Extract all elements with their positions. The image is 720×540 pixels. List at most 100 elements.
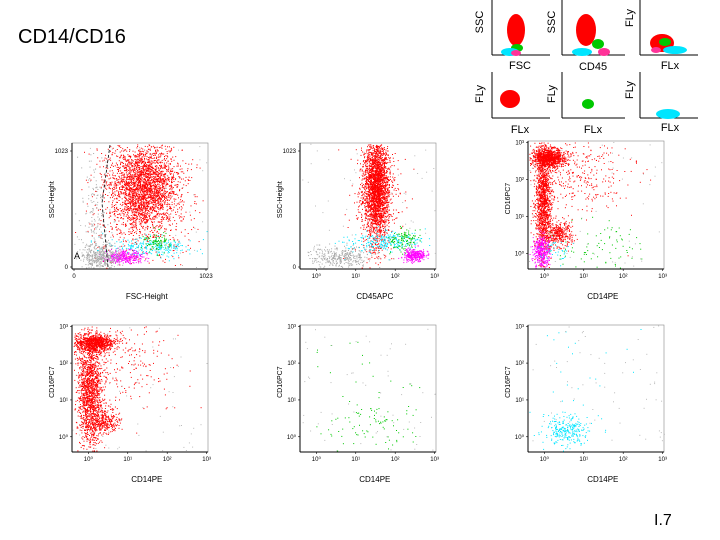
scatter-point [123,224,125,226]
scatter-point [166,158,168,160]
scatter-point [124,176,126,178]
scatter-point [154,241,156,242]
scatter-point [138,245,140,247]
scatter-point [125,182,127,184]
scatter-point [126,184,128,186]
scatter-point [167,183,169,185]
scatter-point [123,155,125,157]
scatter-point [93,262,95,264]
scatter-point [149,217,151,219]
scatter-point [95,244,97,246]
scatter-point [155,196,157,198]
scatter-point [138,258,140,260]
scatter-point [129,163,131,165]
scatter-point [132,253,134,255]
scatter-point [368,190,370,192]
scatter-point [144,169,146,171]
scatter-point [112,187,113,189]
scatter-point [152,217,154,219]
scatter-point [157,187,159,189]
scatter-point [107,255,109,257]
scatter-point [161,213,163,215]
scatter-point [90,259,92,261]
scatter-point [375,193,377,195]
scatter-point [152,241,154,243]
scatter-point [195,231,197,233]
scatter-point [100,197,101,198]
scatter-point [139,187,141,189]
scatter-point [139,237,141,239]
scatter-point [124,252,126,254]
scatter-point [139,160,141,162]
scatter-point [105,154,107,156]
scatter-point [145,252,147,254]
scatter-point [130,170,132,172]
scatter-point [167,170,169,172]
scatter-point [148,187,150,189]
scatter-point [124,207,126,209]
scatter-point [126,169,128,171]
scatter-point [132,178,134,180]
scatter-point [95,262,97,264]
scatter-point [138,180,140,182]
scatter-point [91,231,93,233]
scatter-point [101,247,103,249]
scatter-point [124,200,126,202]
scatter-point [385,184,387,186]
scatter-point [370,144,372,146]
scatter-point [173,166,175,168]
scatter-point [133,175,135,177]
scatter-point [115,210,117,212]
scatter-point [159,224,161,226]
scatter-point [147,173,149,174]
scatter-point [158,235,159,237]
scatter-point [156,206,158,208]
scatter-point [122,203,124,205]
scatter-point [137,251,139,253]
scatter-point [108,260,110,261]
scatter-point [160,198,161,200]
scatter-point [137,191,139,193]
scatter-point [164,173,166,175]
scatter-point [133,203,135,204]
scatter-point [95,203,97,205]
scatter-point [157,254,158,256]
scatter-point [160,206,161,208]
scatter-point [143,170,145,172]
scatter-point [82,200,84,202]
scatter-point [155,175,157,177]
scatter-point [130,161,132,163]
scatter-point [137,158,139,160]
scatter-point [131,179,133,181]
scatter-point [143,194,145,196]
scatter-point [150,164,152,166]
scatter-point [169,172,171,174]
scatter-point [135,238,137,240]
scatter-point [86,256,88,258]
scatter-point [126,259,127,261]
scatter-point [381,157,383,159]
scatter-point [132,171,134,173]
scatter-point [165,200,167,201]
scatter-point [136,238,138,240]
scatter-point [135,209,136,211]
scatter-point [106,252,108,254]
scatter-point [141,234,143,236]
scatter-point [369,162,371,164]
scatter-point [164,174,166,176]
scatter-point [115,183,116,185]
scatter-point [128,159,130,161]
scatter-point [150,243,152,245]
scatter-point [151,246,153,248]
scatter-point [117,228,119,230]
scatter-point [131,205,133,207]
scatter-point [104,265,106,266]
scatter-point [138,199,140,201]
scatter-point [100,226,102,228]
scatter-point [158,169,160,171]
scatter-point [159,247,161,249]
scatter-point [117,181,119,183]
scatter-point [139,210,141,212]
scatter-point [127,252,129,254]
scatter-point [144,210,146,212]
